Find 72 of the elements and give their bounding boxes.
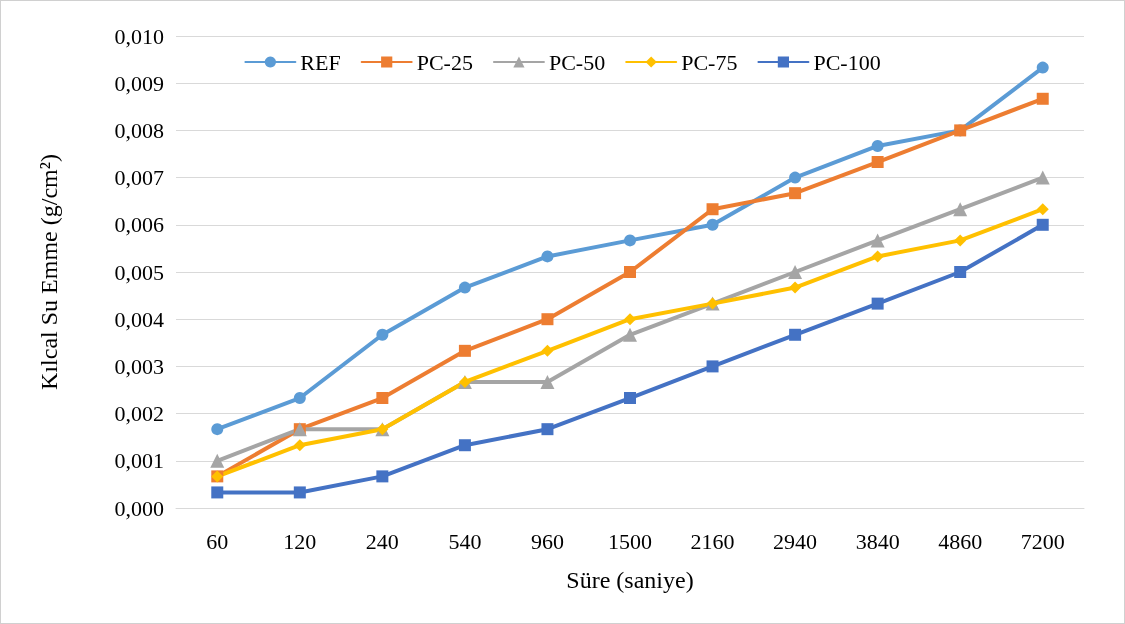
point [706, 360, 719, 373]
point [210, 453, 225, 468]
x-tick-label: 60 [206, 528, 229, 554]
x-tick-label: 4860 [938, 528, 983, 554]
y-tick-label: 0,000 [114, 495, 164, 521]
x-tick-label: 120 [283, 528, 317, 554]
point [1035, 170, 1050, 185]
point [624, 313, 636, 326]
x-tick-label: 2160 [690, 528, 735, 554]
y-tick-label: 0,003 [114, 353, 164, 379]
point [871, 297, 884, 310]
y-tick-label: 0,007 [114, 165, 164, 191]
point [624, 234, 636, 247]
x-tick-label: 7200 [1020, 528, 1065, 554]
y-axis-title: Kılcal Su Emme (g/cm²) [36, 154, 62, 390]
point [458, 281, 471, 294]
point [789, 187, 802, 200]
point [458, 439, 471, 452]
point [540, 374, 555, 389]
point [789, 328, 802, 341]
point [293, 486, 306, 499]
legend-label: PC-50 [548, 49, 606, 75]
point [541, 344, 554, 357]
point [954, 266, 967, 278]
point [1036, 61, 1049, 74]
point [458, 344, 471, 357]
point [376, 392, 389, 405]
y-tick-label: 0,002 [114, 401, 164, 427]
y-tick-label: 0,010 [114, 23, 164, 49]
point [623, 327, 637, 342]
point [1036, 92, 1049, 105]
x-tick-label: 540 [448, 528, 482, 554]
point [541, 423, 554, 436]
legend-label: PC-100 [813, 49, 881, 75]
point [624, 392, 636, 405]
point [870, 233, 885, 248]
point [211, 423, 224, 436]
x-tick-label: 240 [365, 528, 399, 554]
point [1036, 218, 1049, 231]
point [789, 171, 802, 184]
point [293, 439, 306, 452]
point [871, 250, 884, 263]
y-tick-label: 0,009 [114, 70, 164, 96]
point [293, 392, 306, 405]
y-tick-label: 0,006 [114, 212, 164, 238]
point [376, 328, 389, 341]
y-tick-label: 0,001 [114, 448, 164, 474]
point [788, 265, 803, 279]
point [789, 281, 802, 294]
y-tick-label: 0,004 [114, 306, 164, 332]
x-tick-label: 2940 [773, 528, 818, 554]
y-tick-label: 0,008 [114, 117, 164, 143]
point [871, 139, 884, 152]
x-axis-title: Süre (saniye) [566, 567, 694, 593]
x-tick-label: 3840 [855, 528, 900, 554]
point [871, 156, 884, 169]
legend-label: PC-75 [681, 49, 738, 75]
point [953, 202, 968, 217]
point [624, 266, 636, 278]
point [954, 234, 967, 247]
legend-label: PC-25 [416, 49, 473, 75]
point [541, 313, 554, 326]
x-tick-label: 1500 [608, 528, 652, 554]
point [706, 218, 719, 231]
point [706, 203, 719, 216]
x-tick-label: 960 [530, 528, 564, 554]
legend-label: REF [300, 49, 341, 75]
point [376, 470, 389, 483]
y-tick-label: 0,005 [114, 259, 164, 285]
point [541, 250, 554, 263]
point [1036, 203, 1049, 216]
point [211, 486, 224, 499]
